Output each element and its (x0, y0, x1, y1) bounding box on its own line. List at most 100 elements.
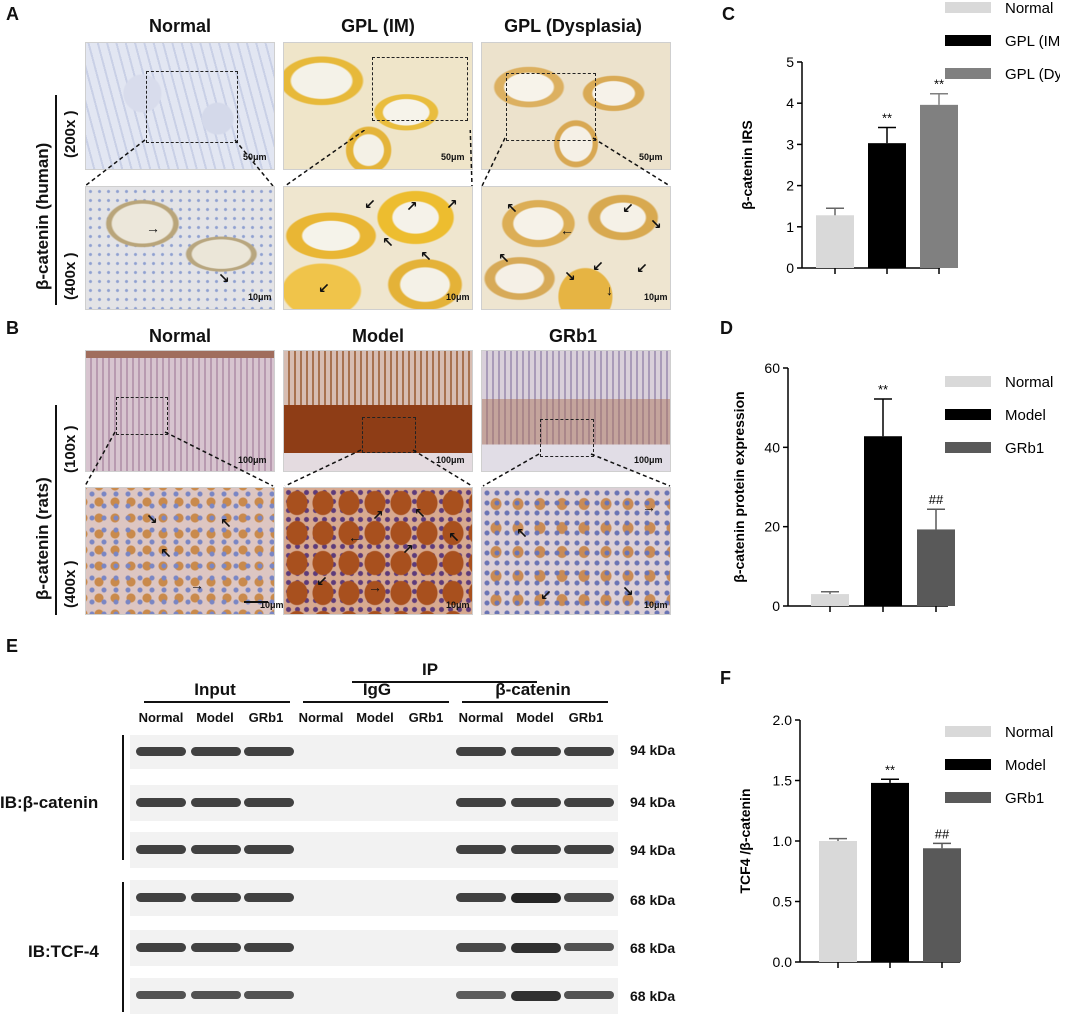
legend-label: Model (1005, 757, 1046, 774)
panel-e-bracket-tcf4 (122, 882, 124, 1012)
panel-a-zoom-connectors (84, 130, 671, 187)
panel-b-col-model: Model (352, 326, 404, 346)
y-tick-label: 60 (764, 360, 780, 376)
arrow-icon: ↘ (218, 270, 230, 286)
panel-e-ib-beta-catenin: IB:β-catenin (0, 793, 99, 812)
panel-b-grb1-100x-image (481, 350, 671, 472)
panel-a-scale-top-normal: 50μm (243, 152, 267, 162)
y-axis-label: β-catenin IRS (739, 120, 755, 209)
legend-swatch (945, 68, 991, 79)
panel-c-chart: 0 1 2 3 4 5 ** ** β-catenin IRS Normal GPL (IM) GPL… (739, 0, 1060, 276)
panel-a-gpl-dysplasia-200x-image (481, 42, 671, 170)
panel-a-normal-400x-image: → ↘ (85, 186, 275, 310)
panel-a-side-label: β-catenin (human) (33, 142, 52, 290)
arrow-icon: ↖ (448, 529, 460, 545)
roi-box (506, 73, 596, 141)
roi-box (372, 57, 468, 121)
panel-e-ip-label: IP (422, 660, 439, 679)
blot-band (456, 747, 506, 756)
blot-band (511, 747, 561, 756)
y-tick-label: 40 (764, 439, 780, 455)
lane-label: GRb1 (568, 710, 604, 725)
panel-a-gpl-im-400x-image: ↙ ↗ ↗ ↖ ↖ ↙ (283, 186, 473, 310)
significance-label: ** (934, 77, 944, 92)
y-tick-label: 0 (772, 598, 780, 614)
panel-e-group-underline (303, 701, 449, 703)
y-tick-label: 20 (764, 519, 780, 535)
blot-band (511, 798, 561, 807)
legend-label: Normal (1005, 374, 1053, 391)
lane-label: GRb1 (248, 710, 284, 725)
panel-a-scale-top-dys: 50μm (639, 152, 663, 162)
roi-box (540, 419, 594, 457)
legend-label: Model (1005, 407, 1046, 424)
significance-label: ** (885, 762, 895, 777)
arrow-icon: ↗ (446, 196, 458, 212)
panel-e-ip-line (352, 681, 537, 683)
arrow-icon: → (368, 579, 382, 595)
legend-label: Normal (1005, 724, 1053, 741)
blot-band (564, 845, 614, 854)
kda-label: 94 kDa (630, 742, 676, 758)
blot-band (191, 845, 241, 854)
panel-b-grb1-400x-image: ↖ → ↙ ↘ (481, 487, 671, 615)
blot-band (136, 991, 186, 1000)
bar (923, 848, 961, 962)
panel-e-group-beta-catenin: β-catenin (495, 680, 571, 699)
panel-a-scale-bottom-normal: 10μm (248, 292, 272, 302)
arrow-icon: → (146, 220, 160, 236)
panel-a-scale-top-im: 50μm (441, 152, 465, 162)
y-tick-label: 2.0 (773, 712, 793, 728)
lane-label: Model (196, 710, 234, 725)
blot-band (564, 991, 614, 1000)
panel-b-normal-100x-image (85, 350, 275, 472)
bar (871, 782, 909, 962)
blot-band (191, 798, 241, 807)
y-tick-label: 2 (786, 178, 794, 194)
panel-b-scale-top-grb1: 100μm (634, 455, 663, 465)
panel-e-group-igg: IgG (362, 680, 392, 699)
arrow-icon: ↙ (622, 200, 634, 216)
blot-band (511, 893, 561, 904)
blot-band (511, 845, 561, 854)
lane-label: Model (516, 710, 554, 725)
panel-b-letter: B (6, 318, 19, 338)
arrow-icon: ↖ (506, 200, 518, 216)
y-tick-label: 0.5 (773, 894, 793, 910)
panel-b-normal-400x-image: ↘ ↖ ↖ → (85, 487, 275, 615)
blot-band (191, 991, 241, 1000)
blot-band (456, 943, 506, 952)
arrow-icon: ↖ (160, 545, 172, 561)
arrow-icon: ↙ (364, 196, 376, 212)
panel-a-gpl-im-200x-image (283, 42, 473, 170)
legend-swatch (945, 792, 991, 803)
kda-label: 68 kDa (630, 988, 676, 1004)
panel-b-scale-bottom-grb1: 10μm (644, 600, 668, 610)
legend-swatch (945, 726, 991, 737)
arrow-icon: ↖ (220, 515, 232, 531)
panel-a-side-line (55, 95, 57, 305)
panel-e-ib-tcf4: IB:TCF-4 (28, 942, 99, 961)
panel-b-model-400x-image: ↗ ↖ ← ↗ ↖ ↙ → (283, 487, 473, 615)
panel-a-gpl-dysplasia-400x-image: ↖ ← ↙ ↘ ↖ ↘ ↙ ↓ ↙ (481, 186, 671, 310)
lane-label: Model (356, 710, 394, 725)
scale-bar (244, 601, 268, 603)
kda-label: 68 kDa (630, 940, 676, 956)
arrow-icon: ↙ (592, 258, 604, 274)
blot-band (244, 747, 294, 756)
blot-band (136, 893, 186, 902)
panel-a-letter: A (6, 4, 19, 24)
panel-a-mag-top: (200x ) (62, 110, 79, 158)
panel-e-bracket-beta (122, 735, 124, 860)
panel-f-chart: 0.0 0.5 1.0 1.5 2.0 ** ## TCF4 /β-catenin Normal… (737, 712, 1053, 970)
significance-label: ## (929, 492, 944, 507)
arrow-icon: ↖ (382, 234, 394, 250)
panel-d-letter: D (720, 318, 733, 338)
arrow-icon: ↓ (606, 282, 613, 298)
bar (868, 143, 906, 268)
panel-c-letter: C (722, 4, 735, 24)
bar (864, 436, 902, 606)
legend-swatch (945, 376, 991, 387)
y-tick-label: 5 (786, 54, 794, 70)
arrow-icon: ↗ (372, 507, 384, 523)
